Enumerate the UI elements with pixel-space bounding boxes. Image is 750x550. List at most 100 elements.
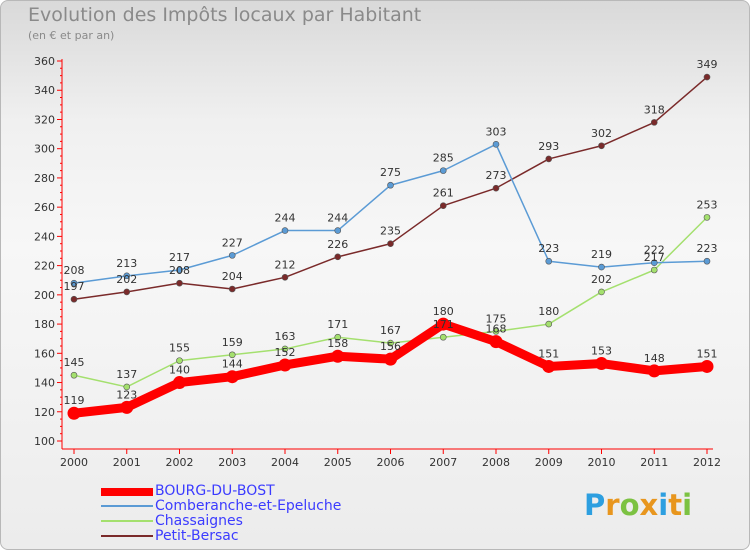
legend-label: Chassaignes bbox=[155, 513, 243, 529]
legend-item-chassaignes: Chassaignes bbox=[101, 513, 421, 529]
data-point bbox=[439, 202, 447, 209]
data-point bbox=[598, 142, 605, 150]
data-point bbox=[173, 376, 186, 390]
data-label: 151 bbox=[538, 347, 559, 360]
data-point bbox=[650, 259, 658, 266]
data-label: 119 bbox=[64, 394, 85, 407]
data-point bbox=[228, 252, 236, 259]
x-tick-label: 2012 bbox=[693, 456, 721, 469]
data-point bbox=[176, 357, 183, 364]
data-point bbox=[492, 141, 500, 148]
data-point bbox=[334, 333, 342, 341]
data-point bbox=[595, 357, 608, 371]
y-tick-label: 140 bbox=[34, 377, 55, 390]
data-label: 223 bbox=[538, 242, 559, 255]
data-label: 223 bbox=[697, 242, 718, 255]
data-label: 155 bbox=[169, 342, 190, 355]
data-label: 253 bbox=[697, 198, 718, 211]
data-point bbox=[67, 406, 81, 420]
legend-swatch bbox=[101, 520, 153, 522]
data-point bbox=[70, 295, 78, 303]
data-label: 180 bbox=[538, 305, 559, 318]
proxiti-logo: Proxiti bbox=[584, 488, 692, 522]
legend-item-bourg-du-bost: BOURG-DU-BOST bbox=[101, 483, 421, 499]
data-point bbox=[545, 320, 553, 328]
data-label: 123 bbox=[116, 388, 137, 401]
legend-swatch bbox=[101, 488, 153, 496]
data-point bbox=[228, 351, 236, 359]
data-point bbox=[650, 119, 658, 126]
data-point bbox=[492, 184, 500, 192]
data-point bbox=[123, 272, 131, 280]
data-label: 159 bbox=[222, 336, 243, 349]
x-tick-label: 2002 bbox=[166, 456, 194, 469]
data-point bbox=[492, 328, 500, 335]
y-tick-label: 360 bbox=[34, 55, 55, 68]
logo-letter: t bbox=[668, 488, 683, 522]
data-point bbox=[703, 257, 711, 265]
data-label: 261 bbox=[433, 187, 454, 200]
data-point bbox=[542, 359, 556, 373]
data-point bbox=[439, 167, 447, 174]
y-tick-label: 160 bbox=[34, 347, 55, 360]
logo-letter: P bbox=[584, 488, 606, 522]
data-point bbox=[176, 266, 183, 274]
y-tick-label: 280 bbox=[34, 172, 55, 185]
logo-letter: x bbox=[639, 488, 659, 522]
data-label: 167 bbox=[380, 324, 401, 337]
data-point bbox=[650, 266, 658, 274]
legend-swatch bbox=[101, 535, 153, 537]
data-label: 285 bbox=[433, 152, 454, 165]
data-label: 153 bbox=[591, 345, 612, 358]
data-label: 293 bbox=[538, 140, 559, 153]
data-label: 302 bbox=[591, 127, 612, 140]
data-label: 202 bbox=[116, 273, 137, 286]
x-tick-label: 2001 bbox=[113, 456, 141, 469]
data-label: 235 bbox=[380, 225, 401, 238]
data-label: 204 bbox=[222, 270, 243, 283]
data-point bbox=[123, 383, 131, 391]
legend-item-petit-bersac: Petit-Bersac bbox=[101, 528, 421, 544]
data-point bbox=[281, 345, 289, 353]
data-point bbox=[331, 349, 345, 363]
data-label: 273 bbox=[486, 169, 507, 182]
data-point bbox=[700, 359, 714, 373]
logo-letter: i bbox=[658, 488, 669, 522]
legend-label: Petit-Bersac bbox=[155, 528, 239, 544]
data-point bbox=[545, 155, 553, 163]
data-point bbox=[384, 352, 397, 366]
y-tick-label: 340 bbox=[34, 84, 55, 97]
data-label: 244 bbox=[327, 212, 348, 225]
data-label: 163 bbox=[275, 330, 296, 343]
data-label: 140 bbox=[169, 364, 190, 377]
data-label: 212 bbox=[275, 258, 296, 271]
data-label: 217 bbox=[644, 251, 665, 264]
x-tick-label: 2009 bbox=[535, 456, 563, 469]
data-point bbox=[598, 288, 605, 296]
data-label: 226 bbox=[327, 238, 348, 251]
data-point bbox=[647, 364, 661, 378]
y-tick-label: 220 bbox=[34, 260, 55, 273]
data-label: 151 bbox=[697, 347, 718, 360]
data-label: 148 bbox=[644, 352, 665, 365]
data-point bbox=[489, 335, 503, 349]
y-tick-label: 180 bbox=[34, 318, 55, 331]
y-tick-label: 240 bbox=[34, 230, 55, 243]
data-point bbox=[228, 285, 236, 293]
data-point bbox=[281, 274, 289, 281]
line-chart: 100 120 140 160 180 200 220 240 260 280 300 320 340 3… bbox=[34, 55, 721, 469]
data-label: 168 bbox=[486, 323, 507, 336]
data-point bbox=[387, 181, 394, 189]
data-point bbox=[598, 263, 605, 271]
data-label: 219 bbox=[591, 248, 612, 261]
y-tick-label: 100 bbox=[34, 435, 55, 448]
data-label: 171 bbox=[327, 318, 348, 331]
logo-letter: r bbox=[605, 488, 620, 522]
data-point bbox=[281, 227, 289, 234]
x-tick-label: 2005 bbox=[324, 456, 352, 469]
data-point bbox=[176, 279, 183, 287]
data-point bbox=[225, 370, 239, 384]
x-tick-label: 2008 bbox=[482, 456, 510, 469]
data-point bbox=[439, 333, 447, 341]
